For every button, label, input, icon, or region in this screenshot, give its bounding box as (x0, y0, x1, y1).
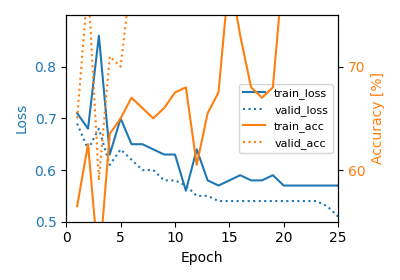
train_loss (336, 184, 340, 187)
Line: valid_acc: valid_acc (77, 0, 338, 180)
train_loss (249, 179, 254, 182)
valid_acc (96, 179, 101, 182)
train_acc (118, 117, 123, 120)
train_loss (303, 184, 308, 187)
train_acc (194, 163, 199, 167)
valid_loss (151, 168, 156, 172)
Y-axis label: Loss: Loss (15, 103, 29, 134)
train_acc (140, 106, 145, 110)
valid_loss (173, 179, 178, 182)
train_loss (75, 111, 80, 115)
valid_loss (281, 199, 286, 203)
train_loss (129, 143, 134, 146)
Line: valid_loss: valid_loss (77, 123, 338, 216)
train_loss (184, 189, 188, 192)
valid_loss (162, 179, 166, 182)
train_acc (173, 91, 178, 94)
train_acc (205, 111, 210, 115)
valid_loss (314, 199, 319, 203)
Y-axis label: Accuracy [%]: Accuracy [%] (371, 72, 385, 164)
train_loss (86, 127, 90, 130)
train_loss (162, 153, 166, 156)
valid_loss (118, 148, 123, 151)
Line: train_loss: train_loss (77, 36, 338, 191)
train_loss (140, 143, 145, 146)
train_loss (205, 179, 210, 182)
valid_loss (216, 199, 221, 203)
valid_loss (227, 199, 232, 203)
train_acc (151, 117, 156, 120)
valid_loss (303, 199, 308, 203)
valid_acc (75, 117, 80, 120)
train_acc (270, 86, 275, 89)
train_loss (118, 117, 123, 120)
train_acc (184, 86, 188, 89)
train_loss (216, 184, 221, 187)
Legend: train_loss, valid_loss, train_acc, valid_acc: train_loss, valid_loss, train_acc, valid… (239, 84, 332, 153)
valid_loss (194, 194, 199, 198)
train_acc (260, 96, 264, 99)
train_loss (194, 148, 199, 151)
valid_loss (140, 168, 145, 172)
valid_loss (96, 127, 101, 130)
valid_loss (107, 163, 112, 167)
train_acc (129, 96, 134, 99)
valid_loss (75, 122, 80, 125)
valid_acc (118, 65, 123, 68)
train_acc (249, 86, 254, 89)
train_loss (107, 153, 112, 156)
train_loss (260, 179, 264, 182)
valid_loss (325, 204, 330, 208)
valid_loss (249, 199, 254, 203)
train_loss (96, 34, 101, 37)
train_loss (281, 184, 286, 187)
valid_loss (270, 199, 275, 203)
valid_loss (260, 199, 264, 203)
train_acc (238, 34, 243, 37)
train_acc (86, 143, 90, 146)
train_loss (292, 184, 297, 187)
train_loss (227, 179, 232, 182)
X-axis label: Epoch: Epoch (181, 251, 224, 265)
Line: train_acc: train_acc (77, 0, 338, 268)
valid_loss (292, 199, 297, 203)
train_loss (238, 174, 243, 177)
train_acc (107, 132, 112, 136)
train_loss (314, 184, 319, 187)
valid_loss (205, 194, 210, 198)
valid_loss (336, 215, 340, 218)
train_loss (151, 148, 156, 151)
train_acc (162, 106, 166, 110)
train_acc (216, 91, 221, 94)
valid_loss (238, 199, 243, 203)
train_loss (173, 153, 178, 156)
train_acc (75, 204, 80, 208)
train_acc (96, 267, 101, 270)
valid_loss (184, 184, 188, 187)
train_loss (325, 184, 330, 187)
valid_acc (107, 55, 112, 58)
train_loss (270, 174, 275, 177)
valid_loss (86, 148, 90, 151)
valid_loss (129, 158, 134, 161)
